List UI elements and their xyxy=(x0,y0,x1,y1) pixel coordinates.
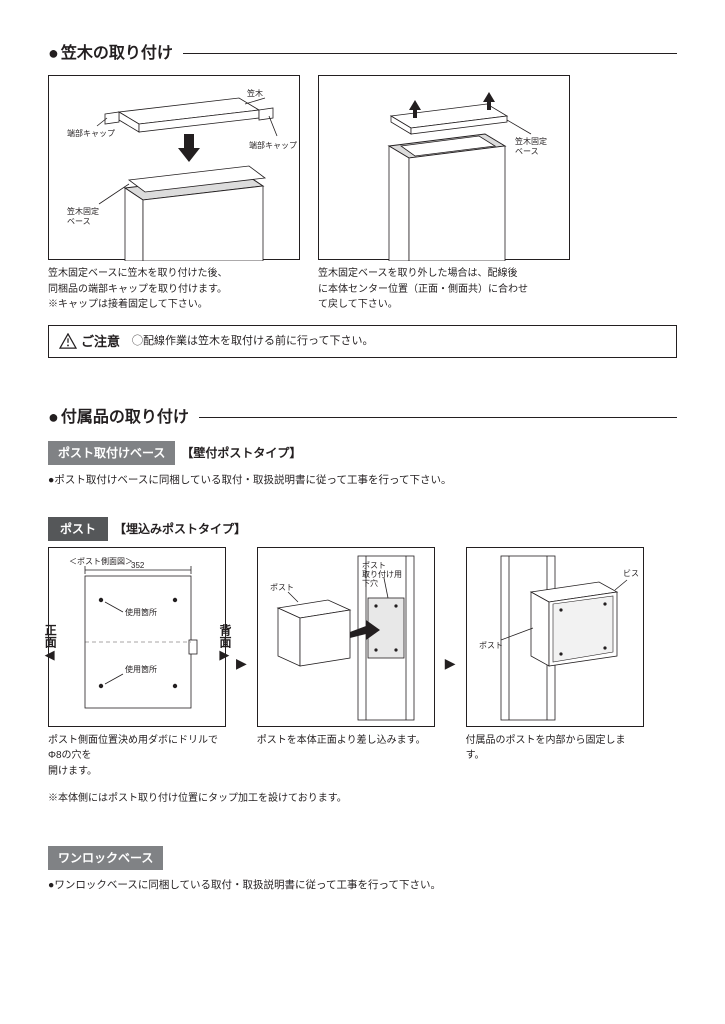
post-steps: 正面 ◀ 背面 ▶ ＜ポスト側面図＞ 352 xyxy=(48,547,677,780)
left-arrow-icon: ◀ xyxy=(45,648,55,662)
fig2-wrap: 笠木固定ベース 笠木固定ベースを取り外した場合は、配線後 に本体センター位置（正… xyxy=(318,75,570,313)
section1-title: ● 笠木の取り付け xyxy=(48,40,677,67)
step2-post-label: ポスト xyxy=(270,583,294,592)
post-base-text: ●ポスト取付けベースに同梱している取付・取扱説明書に従って工事を行って下さい。 xyxy=(48,473,677,489)
step3-caption: 付属品のポストを内部から固定します。 xyxy=(466,733,644,764)
post-bracket: 【埋込みポストタイプ】 xyxy=(114,520,246,538)
post-base-badge: ポスト取付けベース xyxy=(48,441,175,465)
step2-panel: ポスト ポスト取り付け用下穴 xyxy=(257,547,435,727)
section2-title: ● 付属品の取り付け xyxy=(48,404,677,431)
section2-title-text: 付属品の取り付け xyxy=(61,406,189,430)
step1-dim: 352 xyxy=(131,561,145,570)
notice-box: ご注意 ◯配線作業は笠木を取付ける前に行って下さい。 xyxy=(48,325,677,359)
warn-label: ご注意 xyxy=(59,332,120,352)
fig1-wrap: 笠木 端部キャップ 端部キャップ 笠木固定ベース 笠木固定ベースに笠木を取り付け… xyxy=(48,75,300,313)
bullet-icon: ● xyxy=(48,40,59,67)
post-base-header: ポスト取付けベース 【壁付ポストタイプ】 xyxy=(48,441,677,465)
post-footnote: ※本体側にはポスト取り付け位置にタップ加工を設けております。 xyxy=(48,791,677,806)
fig2-panel: 笠木固定ベース xyxy=(318,75,570,260)
step2-svg: ポスト ポスト取り付け用下穴 xyxy=(258,548,436,728)
fig1-label-base: 笠木固定ベース xyxy=(67,206,99,226)
section1-figures: 笠木 端部キャップ 端部キャップ 笠木固定ベース 笠木固定ベースに笠木を取り付け… xyxy=(48,75,677,313)
fig1-label-capR: 端部キャップ xyxy=(249,140,297,150)
step2-caption: ポストを本体正面より差し込みます。 xyxy=(257,733,435,749)
right-arrow-icon: ▶ xyxy=(219,648,229,662)
step1-side-back: 背面 ▶ xyxy=(218,624,231,662)
fig1-label-kasagi: 笠木 xyxy=(247,88,263,98)
step3-panel: ビス ポスト xyxy=(466,547,644,727)
step3-post-label: ポスト xyxy=(479,641,503,650)
onelock-badge: ワンロックベース xyxy=(48,846,163,870)
step1-title: ＜ポスト側面図＞ xyxy=(69,556,133,566)
step1-side-front: 正面 ◀ xyxy=(43,624,56,662)
warning-icon xyxy=(59,333,77,349)
rule-line xyxy=(199,417,677,418)
fig1-label-capL: 端部キャップ xyxy=(67,128,115,138)
onelock-header: ワンロックベース xyxy=(48,846,677,870)
step1-caption: ポスト側面位置決め用ダボにドリルでΦ8の穴を 開けます。 xyxy=(48,733,226,780)
step1-panel: 正面 ◀ 背面 ▶ ＜ポスト側面図＞ 352 xyxy=(48,547,226,727)
fig1-svg: 笠木 端部キャップ 端部キャップ 笠木固定ベース xyxy=(49,76,301,261)
warn-label-text: ご注意 xyxy=(81,332,120,352)
onelock-text: ●ワンロックベースに同梱している取付・取扱説明書に従って工事を行って下さい。 xyxy=(48,878,677,894)
step-arrow-icon: ▶ xyxy=(445,653,456,674)
step-arrow-icon: ▶ xyxy=(236,653,247,674)
post-header: ポスト 【埋込みポストタイプ】 xyxy=(48,517,677,541)
step1-use1: 使用箇所 xyxy=(125,607,157,617)
step3-svg: ビス ポスト xyxy=(467,548,645,728)
step1-svg: ＜ポスト側面図＞ 352 使用箇所 使用箇所 xyxy=(49,548,227,728)
notice-text: ◯配線作業は笠木を取付ける前に行って下さい。 xyxy=(132,333,373,350)
fig1-caption: 笠木固定ベースに笠木を取り付けた後、 同梱品の端部キャップを取り付けます。 ※キ… xyxy=(48,266,300,313)
fig2-caption: 笠木固定ベースを取り外した場合は、配線後 に本体センター位置（正面・側面共）に合… xyxy=(318,266,570,313)
bullet-icon: ● xyxy=(48,404,59,431)
fig2-svg: 笠木固定ベース xyxy=(319,76,571,261)
fig2-label-base: 笠木固定ベース xyxy=(515,136,547,156)
section1-title-text: 笠木の取り付け xyxy=(61,42,173,66)
step1-wrap: 正面 ◀ 背面 ▶ ＜ポスト側面図＞ 352 xyxy=(48,547,226,780)
step3-screw-label: ビス xyxy=(623,569,639,578)
rule-line xyxy=(183,53,677,54)
step1-use2: 使用箇所 xyxy=(125,664,157,674)
fig1-panel: 笠木 端部キャップ 端部キャップ 笠木固定ベース xyxy=(48,75,300,260)
step2-wrap: ポスト ポスト取り付け用下穴 ポストを本体正面より差し込みます。 xyxy=(257,547,435,749)
post-base-bracket: 【壁付ポストタイプ】 xyxy=(181,444,301,462)
post-badge: ポスト xyxy=(48,517,108,541)
step3-wrap: ビス ポスト 付属品のポストを内部から固定します。 xyxy=(466,547,644,764)
